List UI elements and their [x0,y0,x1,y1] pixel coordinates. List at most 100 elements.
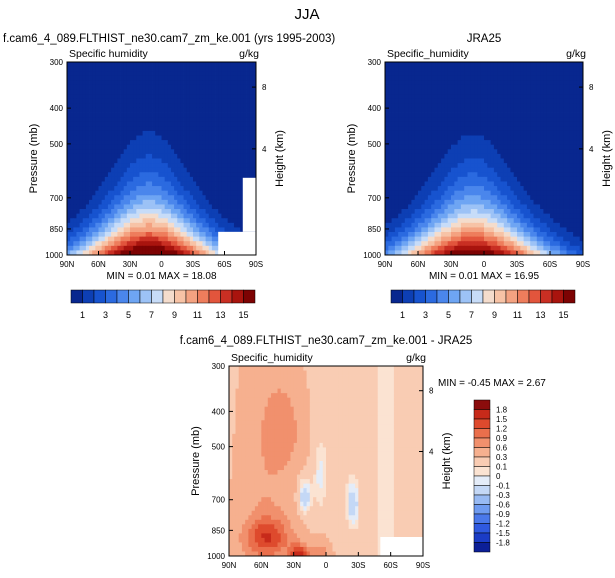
heatmap-cell [177,167,181,173]
heatmap-cell [218,153,222,159]
heatmap-cell [215,250,219,256]
heatmap-cell [145,176,150,182]
heatmap-cell [189,218,194,224]
heatmap-cell [408,172,412,178]
heatmap-cell [569,126,574,132]
heatmap-cell [114,186,118,192]
heatmap-cell [237,204,241,210]
heatmap-cell [477,167,482,173]
heatmap-cell [398,172,402,178]
heatmap-cell [563,186,567,192]
heatmap-cell [145,186,150,192]
heatmap-cell [480,126,485,132]
heatmap-cell [474,144,478,150]
heatmap-cell [95,103,99,109]
heatmap-cell [418,204,422,210]
heatmap-cell [196,167,200,173]
heatmap-cell [424,236,429,242]
heatmap-cell [523,149,528,155]
heatmap-cell [546,112,551,118]
heatmap-cell [85,84,90,90]
heatmap-cell [487,232,491,238]
heatmap-cell [92,107,96,113]
heatmap-cell [114,103,118,109]
heatmap-cell [408,126,412,132]
heatmap-cell [500,94,505,100]
heatmap-cell [573,232,577,238]
heatmap-cell [487,241,491,247]
heatmap-cell [142,213,147,219]
heatmap-cell [451,107,455,113]
heatmap-cell [510,117,515,123]
heatmap-cell [444,199,449,205]
heatmap-cell [167,71,172,77]
heatmap-cell [170,94,175,100]
heatmap-cell [189,222,194,228]
heatmap-cell [543,199,548,205]
heatmap-cell [474,89,478,95]
heatmap-cell [89,172,93,178]
heatmap-cell [510,163,515,169]
heatmap-cell [183,222,188,228]
heatmap-cell [136,62,140,67]
heatmap-cell [566,89,571,95]
heatmap-cell [227,209,232,215]
heatmap-cell [467,140,472,146]
heatmap-cell [67,135,71,141]
heatmap-cell [73,89,77,95]
heatmap-cell [139,140,143,146]
heatmap-cell [92,153,96,159]
heatmap-cell [487,204,491,210]
heatmap-cell [566,130,571,136]
heatmap-cell [569,218,574,224]
heatmap-cell [158,130,162,136]
heatmap-cell [117,245,121,251]
heatmap-cell [559,222,564,228]
heatmap-cell [398,236,402,242]
heatmap-cell [533,213,538,219]
heatmap-cell [218,204,222,210]
heatmap-cell [158,149,162,155]
heatmap-cell [460,80,465,86]
heatmap-cell [164,144,169,150]
heatmap-cell [421,126,425,132]
heatmap-cell [523,172,528,178]
heatmap-cell [441,172,445,178]
heatmap-cell [199,232,203,238]
heatmap-cell [553,167,557,173]
heatmap-cell [167,135,172,141]
heatmap-cell [385,107,389,113]
heatmap-cell [155,172,159,178]
heatmap-cell [142,218,147,224]
heatmap-cell [566,84,571,90]
heatmap-cell [418,190,422,196]
heatmap-cell [82,103,87,109]
heatmap-cell [497,209,501,215]
heatmap-cell [73,227,77,233]
heatmap-cell [523,158,528,164]
heatmap-cell [398,186,402,192]
heatmap-cell [437,209,442,215]
heatmap-cell [401,149,406,155]
heatmap-cell [224,186,229,192]
heatmap-cell [480,190,485,196]
heatmap-cell [89,181,93,187]
heatmap-cell [221,181,225,187]
heatmap-cell [500,121,505,127]
heatmap-cell [510,209,515,215]
heatmap-cell [145,209,150,215]
heatmap-cell [388,172,392,178]
heatmap-cell [136,204,140,210]
heatmap-cell [477,190,482,196]
heatmap-cell [507,167,511,173]
heatmap-cell [559,80,564,86]
heatmap-cell [553,176,557,182]
heatmap-cell [139,241,143,247]
heatmap-cell [523,213,528,219]
x-tick-label: 60N [91,260,106,269]
heatmap-cell [530,130,534,136]
heatmap-cell [385,140,389,146]
heatmap-cell [444,167,449,173]
heatmap-cell [104,213,109,219]
heatmap-cell [576,144,581,150]
